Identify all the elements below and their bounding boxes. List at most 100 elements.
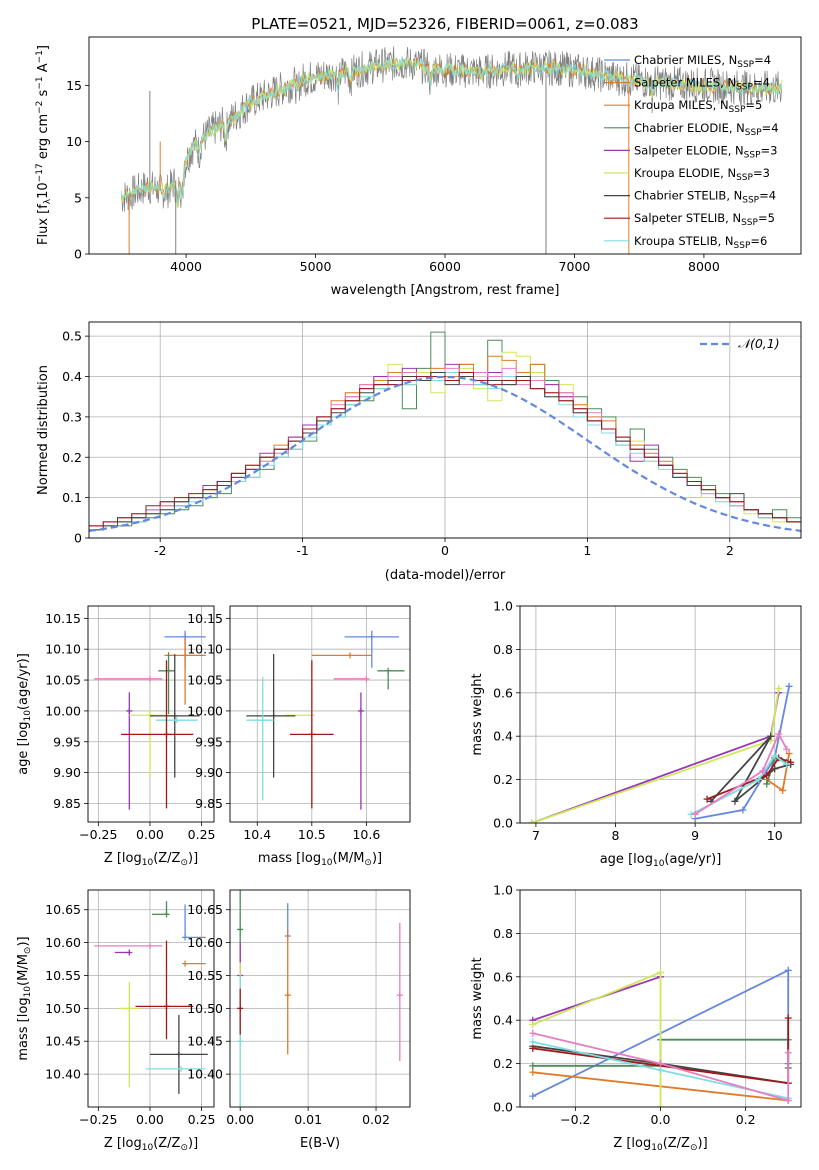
weight-vs-z-axes-x-label: Z [log10(Z/Z⊙)]	[613, 1136, 707, 1153]
data-point-marker	[173, 717, 180, 724]
mass-vs-z-axes-x-label-part: Z [log	[104, 1136, 142, 1151]
weight-marker	[529, 1068, 537, 1076]
y-tick-label: 10.45	[45, 1034, 81, 1049]
weight-marker	[783, 760, 791, 768]
mass-vs-z-axes-y-label-part: 10	[23, 986, 33, 998]
legend-label-part: =4	[753, 76, 770, 90]
data-point-marker	[237, 1005, 244, 1012]
weight-marker	[529, 1038, 537, 1046]
weight-line-purple	[531, 692, 780, 823]
y-tick-label: 0.0	[493, 1100, 513, 1115]
data-point-marker	[368, 633, 375, 640]
x-tick-label: 0.25	[188, 827, 216, 842]
mass-vs-z-axes-y-label-part: ⊙	[23, 947, 33, 955]
legend-label: Salpeter ELODIE, NSSP=3	[634, 143, 777, 160]
y-tick-label: 10.40	[45, 1067, 81, 1082]
weight-vs-z-axes-x-label-part: Z [log	[613, 1136, 651, 1151]
data-point-marker	[237, 1038, 244, 1045]
weight-vs-z-axes-frame	[519, 889, 802, 1108]
spectrum-y-label-part: −1	[35, 76, 45, 89]
y-tick-label: 10.50	[187, 1001, 223, 1016]
spectrum-model-line-yellowgreen	[120, 57, 783, 209]
legend-label-part: SSP	[736, 173, 753, 183]
spectrum-y-label-part: −2	[35, 101, 45, 114]
weight-marker	[763, 780, 771, 788]
weight-marker	[759, 767, 767, 775]
weight-vs-age-axes-x-label-part: 10	[653, 859, 665, 869]
age-vs-z-axes-x-label: Z [log10(Z/Z⊙)]	[104, 851, 198, 868]
spectrum-axes: 4000 5000 6000 7000 8000 0 5 10 15 wavelength [An…	[35, 36, 802, 298]
y-tick-label: 0.4	[493, 729, 513, 744]
age-vs-mass-axes-plot-area	[246, 630, 405, 810]
legend-label-part: Kroupa STELIB, N	[634, 234, 734, 248]
weight-marker	[739, 806, 747, 814]
mass-vs-ebv-axes-plot-area	[237, 890, 403, 1107]
weight-marker	[691, 810, 699, 818]
data-point-marker	[270, 712, 277, 719]
data-point-marker	[126, 1005, 133, 1012]
x-tick-label: 0.02	[362, 1112, 390, 1127]
x-tick-label: 2	[726, 543, 734, 558]
mass-vs-z-axes-x-label-part: ⊙	[180, 1143, 188, 1153]
legend-label-part: Chabrier STELIB, N	[634, 189, 742, 203]
age-vs-z-axes-x-label-part: (Z/Z	[153, 851, 180, 866]
y-tick-label: 10.50	[45, 1001, 81, 1016]
age-vs-mass-axes-x-label-part: 10	[321, 858, 333, 868]
weight-marker	[657, 1066, 664, 1074]
mass-vs-z-axes-y-label-part: (M/M	[16, 954, 31, 986]
age-vs-z-axes-x-label-part: )]	[188, 851, 198, 866]
histogram-step-darkgray	[89, 372, 801, 531]
x-tick-label: 0.2	[736, 1112, 756, 1127]
legend-label-part: =4	[759, 189, 776, 203]
mass-vs-z-axes-frame	[87, 889, 215, 1108]
mass-vs-ebv-axes: 0.00 0.01 0.02 10.40 10.45 10.50 10.55 10.60 10.…	[187, 889, 411, 1151]
y-tick-label: 0.6	[493, 685, 513, 700]
legend-label: Chabrier ELODIE, NSSP=4	[634, 121, 779, 138]
weight-vs-z-axes-plot-area	[529, 966, 792, 1107]
y-tick-label: 10.10	[187, 642, 223, 657]
weight-marker	[529, 1092, 537, 1100]
x-tick-label: 10.6	[352, 827, 380, 842]
data-point-marker	[182, 652, 189, 659]
x-tick-label: 8	[612, 828, 620, 843]
weight-line-cyan	[690, 754, 788, 816]
mass-vs-z-axes-x-label-part: 10	[142, 1143, 154, 1153]
age-vs-mass-axes-x-label-part: mass [log	[258, 851, 321, 866]
weight-marker	[767, 732, 775, 740]
y-tick-label: 10.55	[187, 968, 223, 983]
data-point-marker	[163, 911, 170, 918]
mass-vs-z-axes-x-label: Z [log10(Z/Z⊙)]	[104, 1136, 198, 1153]
age-vs-mass-axes-x-label-part: ⊙	[364, 858, 372, 868]
x-tick-label: -2	[154, 543, 166, 558]
weight-vs-z-axes: −0.2 0.0 0.2 0.0 0.2 0.4 0.6 0.8 1.0 Z [log10(Z/Z…	[470, 883, 802, 1153]
data-point-marker	[259, 717, 266, 724]
data-point-marker	[163, 731, 170, 738]
y-tick-label: 10.60	[45, 935, 81, 950]
x-tick-label: 5000	[300, 259, 332, 274]
residual-axes: -2 -1 0 1 2 0 0.1 0.2 0.3 0.4 0.5 (data-model)/erro…	[36, 321, 802, 583]
y-tick-label: 10.65	[187, 902, 223, 917]
legend-label: Kroupa MILES, NSSP=5	[634, 98, 762, 115]
y-tick-label: 10.40	[187, 1067, 223, 1082]
x-tick-label: 1	[583, 543, 591, 558]
mass-vs-z-axes-x-label-part: )]	[188, 1136, 198, 1151]
y-tick-label: 9.95	[195, 734, 223, 749]
data-point-marker	[146, 942, 153, 949]
weight-line-pink	[694, 731, 788, 816]
spectrum-title: PLATE=0521, MJD=52326, FIBERID=0061, z=0…	[251, 15, 638, 33]
x-tick-label: 0	[441, 543, 449, 558]
y-tick-label: 0.2	[493, 772, 513, 787]
data-point-marker	[363, 675, 370, 682]
legend-label-part: Kroupa ELODIE, N	[634, 166, 736, 180]
y-tick-label: 9.85	[53, 796, 81, 811]
x-tick-label: 0.00	[136, 827, 164, 842]
weight-line-pink	[532, 1032, 790, 1102]
y-tick-label: 0.0	[493, 816, 513, 831]
x-tick-label: 0.00	[226, 1112, 254, 1127]
age-vs-mass-axes: 10.4 10.5 10.6 9.85 9.90 9.95 10.00 10.05 10.10 1…	[187, 605, 411, 868]
spectrum-y-label-part: ]	[36, 45, 51, 50]
y-tick-label: 10.05	[187, 673, 223, 688]
weight-line-darkgray	[710, 735, 791, 802]
